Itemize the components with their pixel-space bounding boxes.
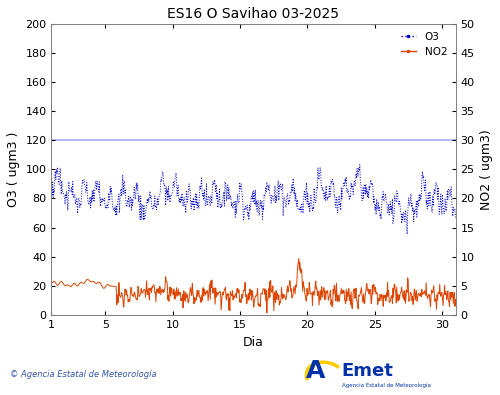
Text: A: A [306, 359, 325, 383]
Title: ES16 O Savihao 03-2025: ES16 O Savihao 03-2025 [168, 7, 340, 21]
Y-axis label: O3 ( ugm3 ): O3 ( ugm3 ) [7, 132, 20, 207]
Text: Emet: Emet [342, 362, 394, 380]
X-axis label: Dia: Dia [243, 336, 264, 348]
Text: © Agencia Estatal de Meteorología: © Agencia Estatal de Meteorología [10, 370, 156, 379]
Y-axis label: NO2 ( ugm3): NO2 ( ugm3) [480, 129, 493, 210]
Legend: O3, NO2: O3, NO2 [398, 29, 450, 60]
Text: Agencia Estatal de Meteorología: Agencia Estatal de Meteorología [342, 383, 431, 388]
